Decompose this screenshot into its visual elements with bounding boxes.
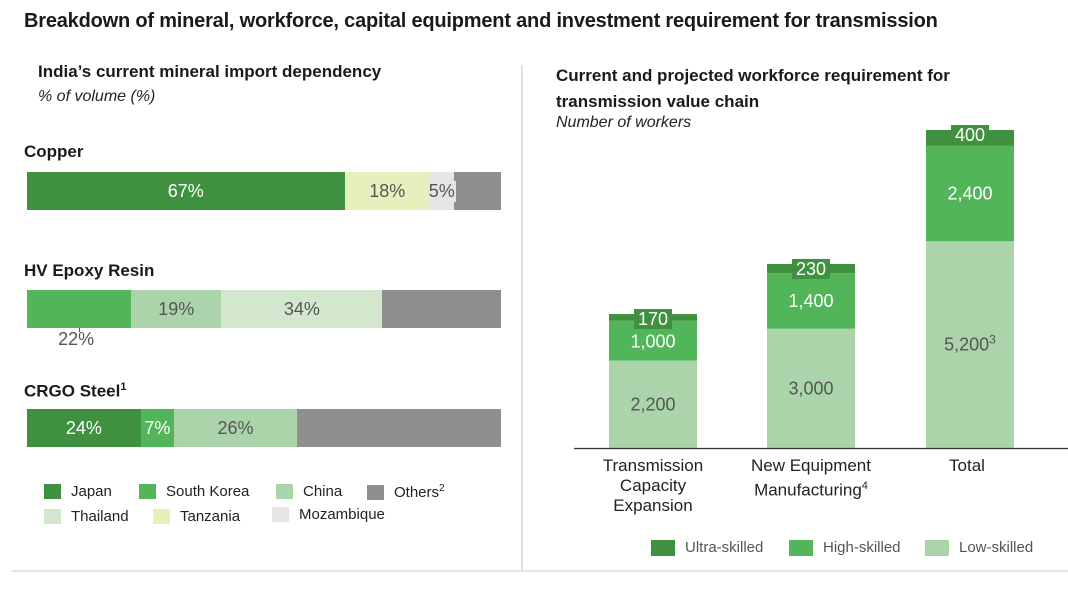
legend-swatch (44, 509, 61, 524)
legend-swatch (153, 509, 170, 524)
bar-segment-south-korea (27, 290, 132, 328)
label-leader-tick (78, 324, 80, 332)
mineral-name-crgo-steel: CRGO Steel1 (24, 381, 127, 401)
bar-segment-china: 19% (131, 290, 222, 328)
mineral-bar-crgo-steel: 24% 7% 26% (27, 409, 501, 447)
bar-high-skilled-2 (767, 273, 855, 329)
segment-value-label: 19% (158, 298, 195, 319)
segment-value-label: 7% (144, 417, 171, 438)
value-label-box (792, 258, 830, 279)
x-axis-label-line: Transmission (602, 456, 704, 475)
workforce-chart-title: Current and projected workforce requirem… (556, 66, 950, 111)
x-axis-label-line: Capacity (619, 476, 687, 495)
legend-item-tanzania: Tanzania (153, 508, 240, 525)
bar-high-skilled-3 (926, 145, 1014, 242)
bottom-rule (12, 570, 1068, 572)
legend-item-japan: Japan (44, 483, 112, 500)
legend-label: Tanzania (180, 508, 241, 525)
value-label-box (951, 125, 989, 145)
bar-segment-japan: 67% (27, 172, 345, 210)
bar-segment-china: 26% (173, 409, 298, 447)
bar-segment-others (297, 409, 501, 447)
legend-item-china: China (276, 483, 342, 500)
panel-divider (521, 65, 523, 571)
x-axis-label-2: New Equipment Manufacturing4 (721, 456, 901, 501)
footnote-marker: 1 (120, 381, 127, 393)
mineral-bar-copper: 67% 18% 5% (27, 172, 501, 210)
bar-segment-others (453, 172, 501, 210)
mineral-chart-subtitle: % of volume (%) (38, 88, 156, 105)
x-axis-label-3: Total (877, 456, 1057, 476)
value-label-ultra-skilled: 170 (638, 309, 668, 329)
mineral-bar-hv-epoxy-resin: 19% 34% (27, 290, 501, 328)
legend-swatch (276, 484, 293, 499)
bar-segment-mozambique: 5% (427, 172, 456, 210)
segment-value-label: 5% (427, 180, 456, 202)
value-label-high-skilled: 1,000 (630, 332, 675, 352)
x-axis-label-1: Transmission Capacity Expansion (563, 456, 743, 516)
bar-low-skilled-2 (767, 328, 855, 448)
x-axis-label-line: New Equipment (750, 456, 871, 475)
legend-item-south-korea: South Korea (139, 483, 249, 500)
legend-label: Others2 (394, 483, 445, 501)
bar-segment-south-korea: 7% (140, 409, 174, 447)
legend-item-mozambique: Mozambique (272, 506, 385, 523)
legend-label: High-skilled (823, 539, 901, 556)
legend-label: South Korea (166, 483, 250, 500)
page-title: Breakdown of mineral, workforce, capital… (24, 10, 938, 32)
legend-item-ultra-skilled: Ultra-skilled (651, 539, 763, 556)
value-label-ultra-skilled: 400 (955, 125, 985, 145)
bar-low-skilled-3 (926, 241, 1014, 448)
mineral-name-copper: Copper (24, 142, 84, 161)
bar-segment-japan: 24% (27, 409, 141, 447)
legend-label: China (303, 483, 343, 500)
segment-value-label: 24% (65, 417, 102, 438)
mineral-chart-title: India’s current mineral import dependenc… (38, 62, 382, 81)
legend-swatch (272, 507, 289, 522)
legend-label: Japan (71, 483, 112, 500)
workforce-chart-subtitle: Number of workers (556, 114, 692, 131)
workforce-chart: 2,200 1,000 170 3,000 1,400 230 5,2003 2,400 400 (574, 125, 1068, 450)
legend-swatch (651, 539, 675, 556)
legend-label: Low-skilled (959, 539, 1034, 556)
segment-value-label: 18% (369, 180, 406, 201)
bar-segment-others (382, 290, 501, 328)
mineral-name-hv-epoxy-resin: HV Epoxy Resin (24, 261, 155, 280)
legend-item-high-skilled: High-skilled (789, 539, 901, 556)
legend-label: Mozambique (299, 506, 385, 523)
legend-item-thailand: Thailand (44, 508, 129, 525)
legend-swatch (139, 484, 156, 499)
segment-value-label: 22% (58, 329, 95, 349)
x-axis-label-line: Manufacturing4 (754, 480, 868, 500)
value-label-high-skilled: 1,400 (788, 291, 833, 311)
legend-swatch (367, 484, 384, 500)
segment-value-label: 26% (217, 417, 254, 438)
legend-swatch (44, 484, 61, 499)
footnote-marker: 3 (989, 333, 996, 347)
value-label-low-skilled: 3,000 (788, 378, 833, 398)
value-label-high-skilled: 2,400 (947, 184, 992, 204)
value-label-low-skilled: 5,2003 (944, 333, 996, 355)
footnote-marker: 2 (439, 483, 445, 494)
value-label-low-skilled: 2,200 (630, 394, 675, 414)
bar-segment-tanzania: 18% (344, 172, 430, 210)
legend-label: Ultra-skilled (685, 539, 764, 556)
legend-label: Thailand (71, 508, 129, 525)
bar-low-skilled-1 (609, 360, 697, 448)
x-axis-label-line: Expansion (613, 496, 693, 515)
footnote-marker: 4 (861, 480, 868, 492)
legend-swatch (925, 539, 949, 556)
bar-segment-thailand: 34% (221, 290, 383, 328)
x-axis-label-line: Total (949, 456, 985, 475)
legend-swatch (789, 539, 813, 556)
legend-item-others: Others2 (367, 483, 445, 501)
legend-item-low-skilled: Low-skilled (925, 539, 1033, 556)
segment-value-label: 34% (283, 298, 320, 319)
segment-value-label: 67% (167, 180, 204, 201)
value-label-ultra-skilled: 230 (796, 259, 826, 279)
value-label-box (634, 309, 672, 330)
